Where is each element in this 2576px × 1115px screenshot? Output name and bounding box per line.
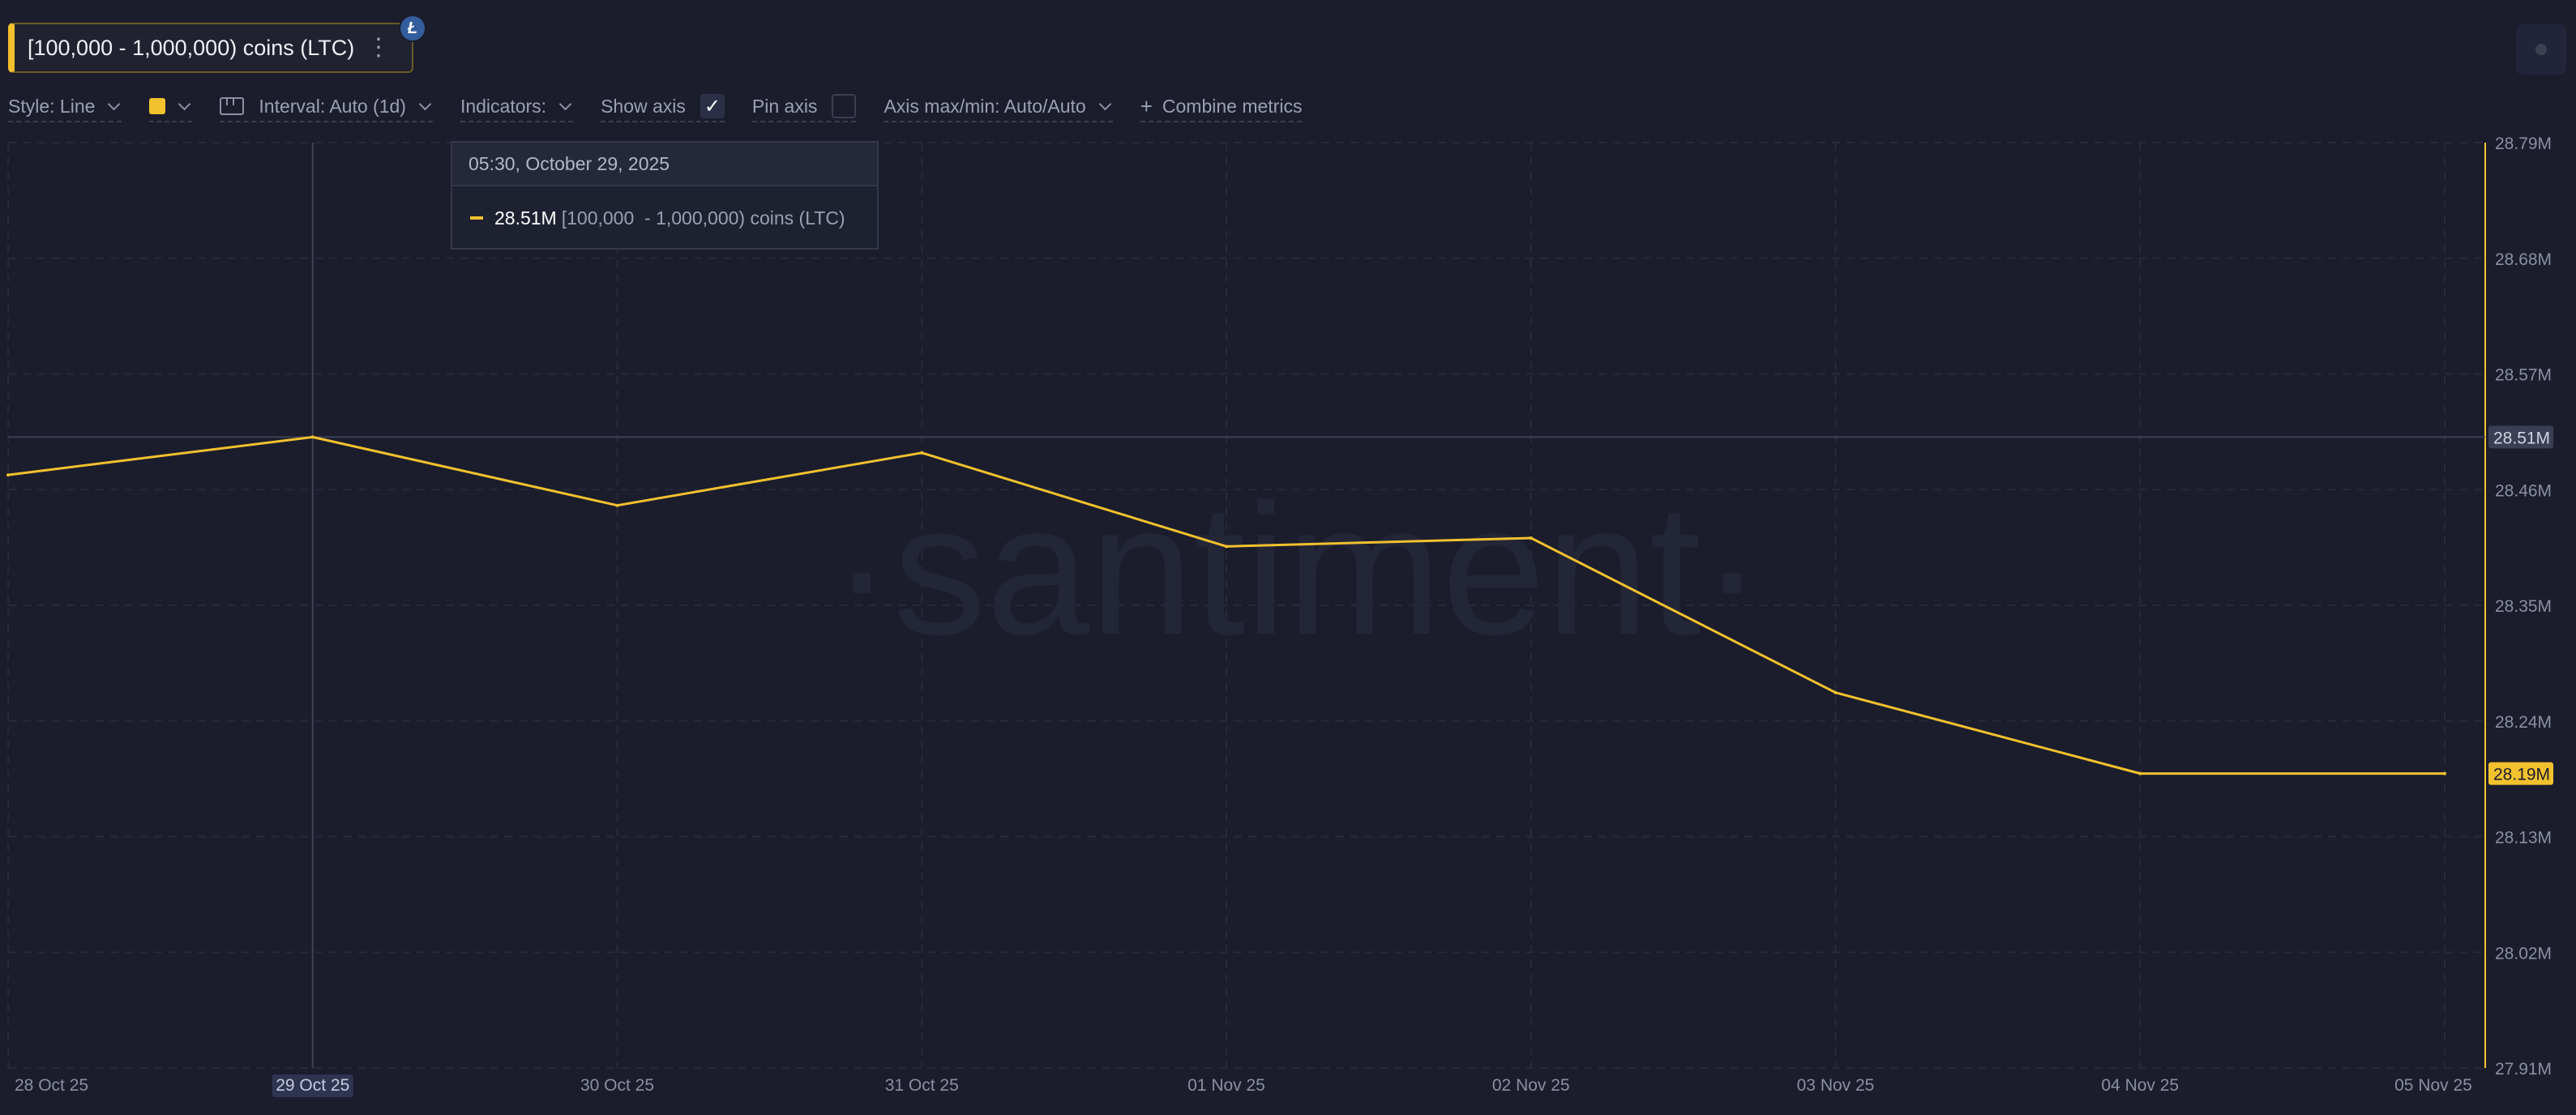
x-hover-label-bg	[272, 1074, 353, 1097]
data-point	[1834, 690, 1838, 694]
combine-metrics-button[interactable]: + Combine metrics	[1140, 92, 1303, 122]
data-point	[1529, 536, 1533, 540]
tooltip-datetime: 05:30, October 29, 2025	[452, 143, 877, 186]
interval-label: Interval: Auto (1d)	[259, 95, 406, 117]
pin-axis-checkbox[interactable]	[832, 94, 857, 118]
calendar-icon	[220, 97, 245, 115]
chart-toolbar: Style: Line Interval: Auto (1d) Indicato…	[8, 92, 1329, 122]
x-tick-label: 31 Oct 25	[885, 1076, 959, 1095]
tooltip-row: 28.51M [100,000 - 1,000,000) coins (LTC)	[452, 186, 877, 250]
show-axis-toggle[interactable]: Show axis ✓	[601, 92, 725, 122]
x-tick-label: 05 Nov 25	[2394, 1076, 2472, 1095]
x-tick-label: 04 Nov 25	[2101, 1076, 2179, 1095]
axis-range-dropdown[interactable]: Axis max/min: Auto/Auto	[884, 92, 1113, 122]
x-tick-label: 02 Nov 25	[1492, 1076, 1570, 1095]
last-value-badge	[2488, 762, 2553, 785]
pin-axis-toggle[interactable]: Pin axis	[751, 92, 857, 122]
y-tick-label: 28.13M	[2495, 829, 2552, 848]
x-tick-label: 29 Oct 25	[276, 1076, 349, 1095]
data-point	[920, 451, 924, 455]
show-axis-checkbox[interactable]: ✓	[700, 94, 725, 118]
y-tick-label: 28.02M	[2495, 944, 2552, 963]
y-tick-label: 28.35M	[2495, 597, 2552, 616]
show-axis-label: Show axis	[601, 95, 686, 117]
series-marker	[470, 216, 483, 220]
dot-icon	[2535, 44, 2547, 55]
data-point	[615, 503, 619, 507]
y-tick-label: 28.24M	[2495, 713, 2552, 732]
pin-axis-label: Pin axis	[751, 95, 818, 117]
data-point	[6, 473, 10, 477]
data-point	[1225, 545, 1228, 549]
indicators-label: Indicators:	[460, 95, 547, 117]
x-tick-label: 30 Oct 25	[580, 1076, 654, 1095]
style-label: Style: Line	[8, 95, 96, 117]
litecoin-icon: Ł	[399, 15, 426, 42]
indicators-dropdown[interactable]: Indicators:	[460, 92, 574, 122]
x-tick-label: 01 Nov 25	[1187, 1076, 1265, 1095]
data-point	[2138, 771, 2142, 775]
color-picker[interactable]	[149, 92, 193, 122]
metric-menu-icon[interactable]: ⋮	[366, 34, 391, 61]
axis-range-label: Axis max/min: Auto/Auto	[884, 95, 1086, 117]
hover-value-badge	[2488, 425, 2553, 449]
plus-icon: +	[1140, 93, 1153, 118]
last-value-label: 28.19M	[2493, 766, 2550, 784]
y-tick-label: 28.57M	[2495, 366, 2552, 385]
x-tick-label: 28 Oct 25	[15, 1076, 88, 1095]
tooltip-value: 28.51M	[494, 207, 557, 229]
combine-metrics-label: Combine metrics	[1162, 95, 1303, 117]
data-point	[310, 435, 315, 439]
chart-tooltip: 05:30, October 29, 2025 28.51M [100,000 …	[451, 141, 879, 250]
y-tick-label: 27.91M	[2495, 1060, 2552, 1079]
style-dropdown[interactable]: Style: Line	[8, 92, 122, 122]
hover-value-label: 28.51M	[2493, 429, 2550, 447]
tooltip-series-label: [100,000 - 1,000,000) coins (LTC)	[561, 207, 845, 229]
x-tick-label: 03 Nov 25	[1797, 1076, 1875, 1095]
metric-title: [100,000 - 1,000,000) coins (LTC)	[28, 35, 355, 60]
metric-chip[interactable]: [100,000 - 1,000,000) coins (LTC) ⋮	[8, 23, 413, 73]
y-tick-label: 28.79M	[2495, 135, 2552, 153]
data-point	[2443, 771, 2446, 775]
series-color-swatch	[149, 98, 166, 114]
santiment-watermark: ·santiment·	[831, 465, 1763, 673]
y-tick-label: 28.46M	[2495, 481, 2552, 500]
y-tick-label: 28.68M	[2495, 250, 2552, 269]
interval-dropdown[interactable]: Interval: Auto (1d)	[220, 92, 433, 122]
settings-button[interactable]	[2516, 24, 2566, 75]
